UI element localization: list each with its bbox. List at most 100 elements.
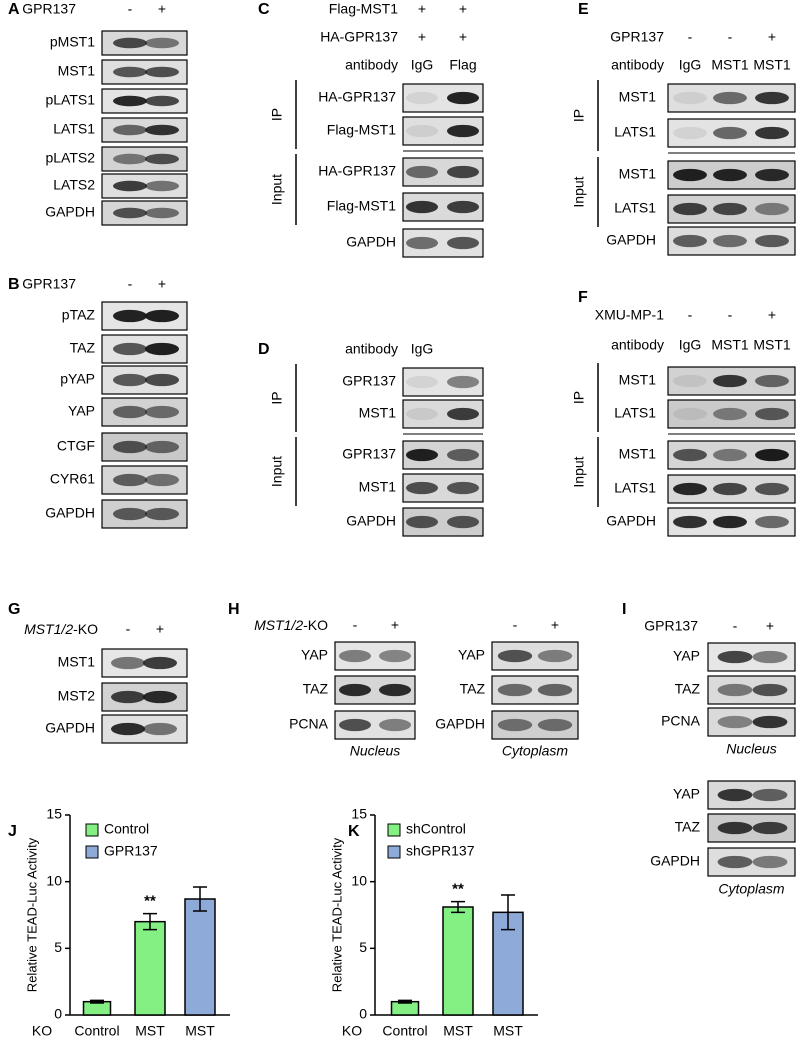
blot-band [717,650,753,664]
lane-label: + [158,276,166,292]
panel-letter: E [578,1,589,18]
group-label: IP [571,109,587,122]
lane-label: + [459,1,467,17]
blot-band [447,407,479,421]
lane-label: + [391,617,399,633]
row-label: GAPDH [45,204,95,220]
blot-band [447,200,479,214]
row-label: TAZ [675,681,701,697]
blot-band [406,481,438,495]
blot-band [379,683,411,697]
blot-band [447,91,479,105]
blot-band [339,683,371,697]
row-label: pLATS2 [45,150,95,166]
condition-label: MST1/2-KO [24,621,98,637]
blot-band [713,234,747,248]
y-tick-label: 15 [46,806,62,822]
blot-band [406,448,438,462]
lane-label: + [768,307,776,323]
blot-band [755,407,789,421]
panel-letter: I [622,601,626,618]
blot-band [755,91,789,105]
lane-label: - [128,276,133,292]
row-label: GAPDH [45,505,95,521]
blot-band [406,165,438,179]
row-label: LATS1 [614,480,656,496]
row-label: Flag-MST1 [327,198,396,214]
blot-strip [667,399,796,429]
row-label: MST1 [619,446,657,462]
condition-label-rest: -KO [73,621,98,637]
panel-letter: G [8,601,20,618]
blot-band [752,715,788,729]
condition-label: GPR137 [610,29,664,45]
blot-band [113,440,147,454]
x-tick-label: MST [185,1023,215,1039]
lane-label: IgG [679,337,702,353]
row-label: GAPDH [650,853,700,869]
lane-label: - [353,617,358,633]
blot-band [113,507,147,521]
row-label: pTAZ [62,307,96,323]
panel-letter: F [578,289,588,306]
panel-letter: A [8,1,20,18]
condition-label-rest: -KO [303,617,328,633]
row-label: YAP [673,786,700,802]
blot-band [113,342,147,356]
legend-label: Control [104,821,149,837]
row-label: TAZ [675,819,701,835]
blot-strip [402,367,484,397]
blot-strip [334,641,416,671]
x-tick-label: Control [74,1023,119,1039]
lane-label: IgG [411,57,434,73]
legend-swatch [85,823,99,837]
blot-band [713,374,747,388]
bar [492,911,524,1016]
blot-band [145,440,179,454]
blot-band [406,91,438,105]
blot-band [145,373,179,387]
row-label: YAP [673,648,700,664]
blot-band [755,202,789,216]
condition-label: antibody [345,57,398,73]
caption: Nucleus [350,743,401,759]
row-label: LATS1 [614,200,656,216]
blot-band [717,821,753,835]
error-bar [501,894,515,931]
row-label: TAZ [70,340,96,356]
panel-letter: C [258,1,270,18]
blot-band [673,515,707,529]
lane-label: + [156,621,164,637]
blot-band [752,788,788,802]
blot-band [537,718,573,732]
blot-band [145,342,179,356]
condition-label: GPR137 [644,618,698,634]
blot-band [755,234,789,248]
legend-swatch [85,845,99,859]
row-label: MST1 [619,166,657,182]
blot-band [406,375,438,389]
row-label: LATS1 [53,121,95,137]
row-label: HA-GPR137 [318,163,396,179]
blot-band [339,649,371,663]
blot-band [447,124,479,138]
condition-label: antibody [611,57,664,73]
blot-band [145,507,179,521]
caption: Cytoplasm [502,743,568,759]
blot-band [447,236,479,250]
panel-letter: J [8,823,17,840]
row-label: TAZ [460,681,486,697]
y-tick-label: 5 [54,939,62,955]
row-label: GAPDH [606,232,656,248]
error-bar [143,912,157,931]
blot-band [113,207,147,219]
lane-label: - [728,29,733,45]
blot-band [673,202,707,216]
y-axis-label: Relative TEAD-Luc Activity [329,837,344,992]
blot-band [673,126,707,140]
blot-band [143,656,177,670]
blot-band [717,788,753,802]
error-bar [398,999,412,1004]
blot-band [713,407,747,421]
